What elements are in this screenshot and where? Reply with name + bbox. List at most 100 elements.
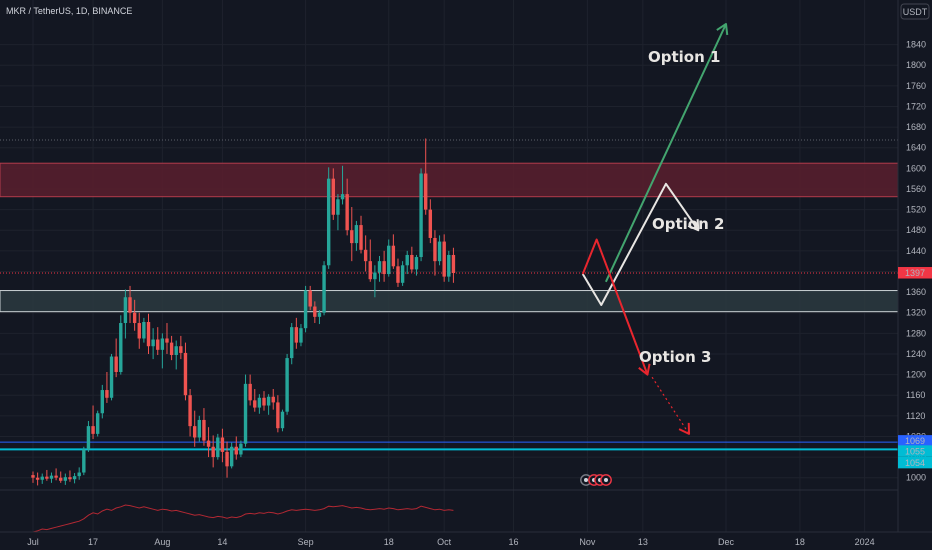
candle-body xyxy=(428,209,433,238)
forecast-option-1 xyxy=(604,23,729,283)
candle xyxy=(285,353,289,415)
candle xyxy=(40,473,44,484)
candle-body xyxy=(206,440,211,447)
candle-body xyxy=(123,297,128,324)
time-axis[interactable]: Jul 17 Aug 14 Sep 18 Oct 16 Nov 13 Dec 18 2024 xyxy=(0,531,932,550)
candle-body xyxy=(211,446,215,458)
price-tick-label: 1200 xyxy=(906,370,926,380)
candle xyxy=(424,138,428,215)
price-tick-label: 1280 xyxy=(906,328,926,338)
price-tick-label: 1520 xyxy=(906,205,926,215)
candle-body xyxy=(109,356,114,398)
candle xyxy=(243,374,248,447)
time-tick-label: Sep xyxy=(298,537,314,547)
candle-body xyxy=(100,390,104,414)
time-tick-label: Dec xyxy=(718,537,735,547)
candle xyxy=(128,285,132,324)
currency-badge[interactable]: USDT xyxy=(900,3,930,20)
candle xyxy=(303,285,308,333)
candle xyxy=(451,247,456,283)
candle xyxy=(437,235,442,266)
event-icons[interactable] xyxy=(580,474,612,486)
candle xyxy=(211,435,215,468)
candle-body xyxy=(243,383,248,444)
candle-body xyxy=(142,321,146,339)
candle xyxy=(382,250,386,282)
candle-body xyxy=(326,178,331,266)
candle-body xyxy=(183,352,188,396)
candle-body xyxy=(442,241,446,277)
candle-body xyxy=(59,477,63,481)
forecast-line xyxy=(581,182,700,306)
candle-body xyxy=(382,261,386,275)
candle xyxy=(114,338,118,378)
candle-body xyxy=(40,476,44,480)
candle xyxy=(377,256,382,282)
candle xyxy=(137,312,141,349)
forecast-arrowhead xyxy=(678,422,691,435)
candle xyxy=(225,441,229,478)
candle-body xyxy=(410,254,414,270)
candle-body xyxy=(373,272,377,280)
candle-body xyxy=(91,426,95,434)
candle xyxy=(234,436,238,460)
candle-body xyxy=(308,290,312,307)
event-icon-dot xyxy=(604,478,608,482)
event-icon[interactable] xyxy=(600,474,612,486)
candle-body xyxy=(350,230,354,244)
rsi-line xyxy=(32,504,454,533)
candle xyxy=(271,389,275,410)
time-tick-label: 18 xyxy=(795,537,805,547)
candle xyxy=(419,168,423,262)
price-tick-label: 1560 xyxy=(906,184,926,194)
candle xyxy=(373,265,377,298)
candle xyxy=(54,468,58,481)
grid xyxy=(0,0,898,532)
candle xyxy=(216,433,220,460)
candle xyxy=(322,261,326,316)
candle xyxy=(354,220,359,251)
candle-body xyxy=(63,477,68,481)
candle-body xyxy=(234,446,238,455)
candle xyxy=(151,328,155,360)
candle xyxy=(396,258,400,287)
candle xyxy=(156,327,160,355)
price-tick-label: 1680 xyxy=(906,122,926,132)
candle-body xyxy=(229,446,234,467)
price-tag-label: 1054 xyxy=(905,458,925,468)
candle-body xyxy=(119,323,123,372)
candle xyxy=(410,246,414,273)
candle xyxy=(31,471,35,483)
candle-body xyxy=(262,397,266,406)
currency-badge-label: USDT xyxy=(903,7,928,17)
candle xyxy=(165,323,169,354)
price-tag-bg xyxy=(898,456,932,469)
candle xyxy=(239,440,243,458)
forecast-line xyxy=(604,23,727,283)
candle-body xyxy=(424,173,428,210)
candle xyxy=(119,315,123,375)
candle xyxy=(35,472,40,486)
candle-body xyxy=(49,475,54,479)
candle xyxy=(280,409,285,432)
candle-body xyxy=(82,449,86,473)
candle xyxy=(290,323,294,365)
price-tick-label: 1320 xyxy=(906,308,926,318)
candle xyxy=(202,408,206,446)
candle xyxy=(326,167,331,269)
time-tick-label: 2024 xyxy=(855,537,875,547)
candle-body xyxy=(299,328,303,343)
candle-body xyxy=(363,249,368,262)
candle xyxy=(49,472,54,483)
candle-body xyxy=(68,477,72,480)
candle-body xyxy=(45,476,49,479)
time-tick-label: 13 xyxy=(638,537,648,547)
time-tick-label: Jul xyxy=(27,537,39,547)
candle-body xyxy=(151,339,155,347)
candle-body xyxy=(156,339,160,350)
candle-body xyxy=(405,254,409,266)
candle xyxy=(105,372,109,403)
price-tag-bg xyxy=(898,267,932,279)
annotation-option-1: Option 1 xyxy=(648,48,720,66)
